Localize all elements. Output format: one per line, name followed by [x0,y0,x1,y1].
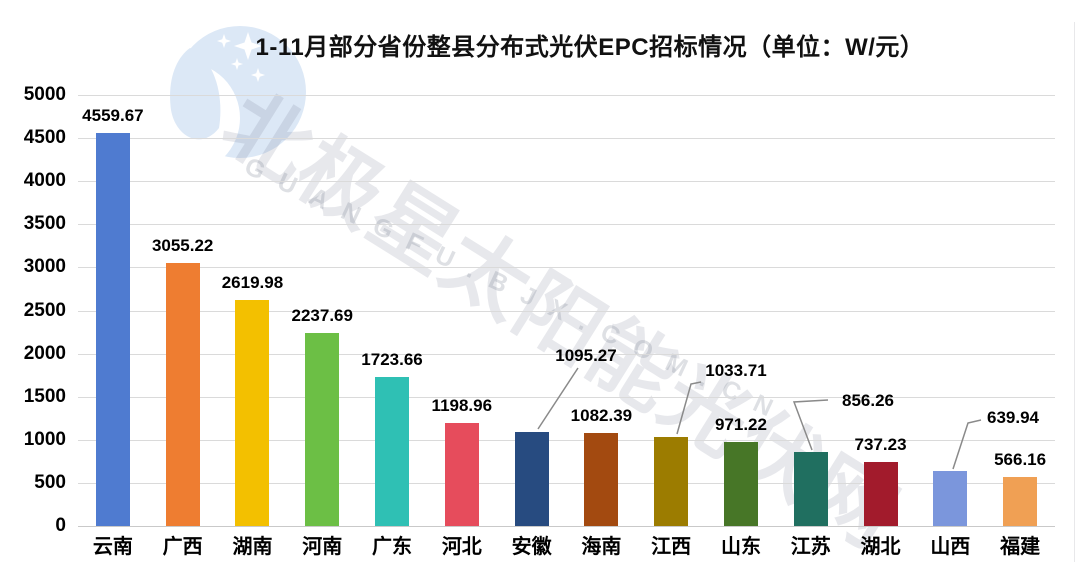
bar [933,470,968,526]
bar-value-label: 2619.98 [221,273,284,293]
category-label: 山东 [720,536,761,558]
right-edge-divider [1074,22,1075,562]
bar [95,132,130,526]
category-label: 湖南 [232,536,273,558]
y-axis-tick-label: 1000 [23,428,66,450]
gridline [78,138,1055,140]
gridline [78,310,1055,312]
chart-title: 1-11月部分省份整县分布式光伏EPC招标情况（单位：W/元） [255,34,925,61]
gridline [78,181,1055,183]
y-axis-tick-label: 2000 [23,342,66,364]
bar-value-label: 566.16 [994,450,1047,470]
category-label: 海南 [581,536,622,558]
category-label: 河北 [441,536,482,558]
bar [793,452,828,526]
gridline [78,353,1055,355]
bar-value-label: 1082.39 [570,405,633,425]
bar [654,436,689,526]
bar-value-label: 737.23 [854,435,907,455]
bar [514,431,549,526]
y-axis-tick-label: 2500 [23,299,66,321]
bar-value-label: 971.22 [714,415,767,435]
y-axis-tick-label: 1500 [23,385,66,407]
y-axis-tick-label: 0 [55,515,66,536]
category-label: 河南 [302,536,343,558]
category-label: 云南 [92,536,133,558]
bar-value-label: 4559.67 [82,105,144,125]
bar [165,262,200,526]
y-axis-tick-label: 4000 [23,170,66,192]
gridline [78,439,1055,441]
bar-value-label: 856.26 [842,391,894,410]
category-label: 安徽 [511,536,552,558]
gridline [78,482,1055,484]
gridline [78,224,1055,226]
y-axis-tick-label: 3000 [23,256,66,278]
bar [444,422,479,526]
gridline [78,267,1055,269]
bar-value-label: 3055.22 [151,235,214,255]
bar [723,442,758,526]
category-label: 广西 [162,536,203,558]
bar-value-label: 1033.71 [705,361,767,380]
bar [235,300,270,526]
category-label: 广东 [372,536,413,558]
bar-value-label: 639.94 [987,408,1039,427]
category-label: 江西 [651,536,692,558]
bar-value-label: 1095.27 [555,346,617,365]
category-label: 山西 [930,536,971,558]
y-axis-tick-label: 4500 [23,127,66,149]
category-label: 江苏 [790,536,831,558]
y-axis-tick-label: 500 [34,471,66,493]
category-label: 湖北 [860,536,901,558]
bar [375,377,410,526]
gridline [78,95,1055,96]
category-label: 福建 [1000,536,1041,558]
bar-value-label: 2237.69 [291,306,353,326]
bar-value-label: 1723.66 [361,350,423,370]
bar [863,462,898,526]
bar [584,432,619,526]
gridline [78,526,1055,527]
y-axis-tick-label: 3500 [23,213,66,235]
bar-value-label: 1198.96 [431,395,493,415]
bar [1003,477,1038,526]
bar [305,333,340,526]
y-axis-tick-label: 5000 [23,84,66,105]
